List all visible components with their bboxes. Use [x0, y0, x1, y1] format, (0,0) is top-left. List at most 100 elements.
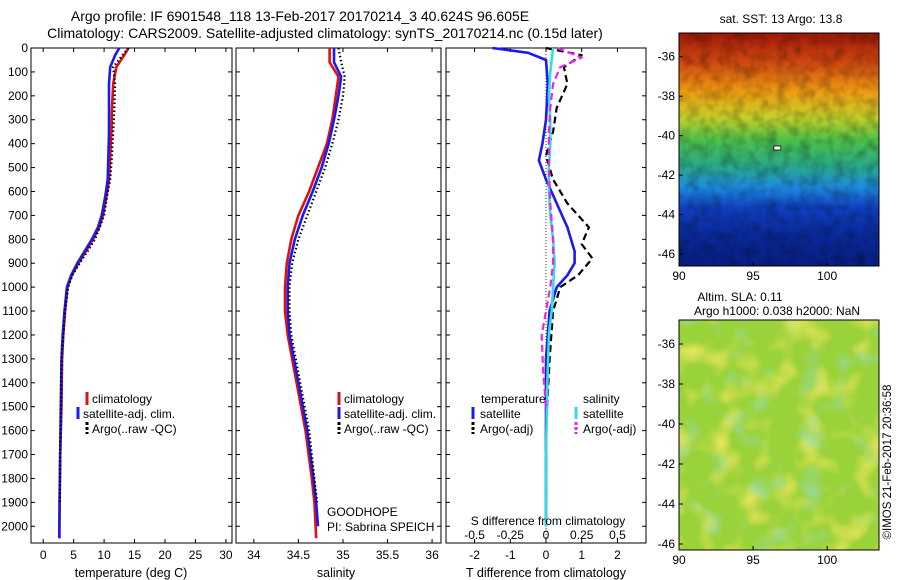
- legend-label-argo: Argo(..raw -QC): [344, 422, 429, 436]
- sst-map-title: sat. SST: 13 Argo: 13.8: [720, 12, 843, 26]
- lon-tick-label: 95: [746, 269, 760, 283]
- pi-label: PI: Sabrina SPEICH: [327, 520, 434, 534]
- depth-tick-label: 1800: [1, 471, 28, 485]
- lat-tick-label: -42: [658, 168, 676, 182]
- lon-tick-label: 90: [672, 553, 686, 567]
- depth-tick-label: 500: [8, 161, 28, 175]
- figure-title-line1: Argo profile: IF 6901548_118 13-Feb-2017…: [71, 8, 529, 24]
- x-tick-label: 20: [158, 548, 172, 562]
- difference-legend: temperature salinity satellite Argo(-adj…: [471, 392, 636, 436]
- lat-tick-label: -46: [658, 247, 676, 261]
- depth-tick-label: 600: [8, 184, 28, 198]
- legend-label-s-argo: Argo(-adj): [583, 422, 636, 436]
- legend-label-s-satellite: satellite: [583, 407, 624, 421]
- figure-title-line2: Climatology: CARS2009. Satellite-adjuste…: [47, 25, 603, 41]
- project-label: GOODHOPE: [327, 505, 398, 519]
- sla-axes-frame: [678, 319, 880, 551]
- depth-tick-label: 1400: [1, 376, 28, 390]
- x-tick-label: 0: [40, 548, 47, 562]
- depth-tick-label: 1700: [1, 448, 28, 462]
- depth-ticks: [446, 47, 646, 527]
- x-tick-label: 15: [128, 548, 142, 562]
- s-difference-label: S difference from climatology: [471, 514, 626, 528]
- depth-ticks: 0 100 200 300 400 500 600 700 800 900 1000 1100 1200…: [1, 41, 232, 533]
- depth-tick-label: 1900: [1, 495, 28, 509]
- s-tick-label: -0.5: [464, 528, 485, 542]
- temperature-legend: climatology satellite-adj. clim. Argo(..…: [76, 392, 177, 436]
- salinity-axes-frame: [235, 47, 442, 544]
- salinity-xlabel: salinity: [317, 566, 356, 580]
- x-tick-label: 34.5: [287, 548, 311, 562]
- argo-position-marker: [773, 145, 782, 151]
- legend-label-satellite: satellite-adj. clim.: [344, 407, 436, 421]
- depth-tick-label: 700: [8, 208, 28, 222]
- depth-tick-label: 1100: [2, 304, 28, 318]
- sst-map-panel: sat. SST: 13 Argo: 13.8: [658, 12, 880, 283]
- series-line-argo-raw-qc: [288, 47, 346, 503]
- x-tick-label: 36: [425, 548, 439, 562]
- depth-tick-label: 300: [8, 113, 28, 127]
- x-tick-label: 34: [247, 548, 261, 562]
- sla-field-lows: [679, 320, 879, 550]
- temperature-ticks: 0 5 10 15 20 25 30: [40, 48, 233, 562]
- x-tick-label: 0: [543, 548, 550, 562]
- legend-label-argo: Argo(..raw -QC): [92, 422, 177, 436]
- series-line-climatology: [58, 47, 130, 539]
- x-tick-label: 35.5: [376, 548, 400, 562]
- s-tick-label: -0.25: [497, 528, 525, 542]
- x-tick-label: -2: [469, 548, 480, 562]
- temperature-panel: 0100200300400500600700800900100011001200…: [1, 41, 233, 580]
- sst-map-ticks: 90 95 100 -36 -38 -40 -42 -44 -46: [658, 50, 838, 283]
- depth-tick-label: 0: [21, 41, 28, 55]
- lat-tick-label: -40: [658, 417, 676, 431]
- series-line-satellite-adj-clim: [286, 48, 343, 527]
- depth-tick-label: 1500: [1, 400, 28, 414]
- x-tick-label: 1: [578, 548, 585, 562]
- lat-tick-label: -38: [658, 377, 676, 391]
- depth-tick-label: 800: [8, 232, 28, 246]
- depth-tick-label: 1000: [1, 280, 28, 294]
- legend-label-t-satellite: satellite: [480, 407, 521, 421]
- s-tick-label: 0.25: [570, 528, 594, 542]
- lat-tick-label: -38: [658, 89, 676, 103]
- depth-tick-label: 200: [8, 89, 28, 103]
- t-difference-label: T difference from climatology: [466, 566, 627, 580]
- temperature-series: [58, 47, 130, 539]
- x-tick-label: 5: [70, 548, 77, 562]
- imos-timestamp: ©IMOS 21-Feb-2017 20:36:58: [882, 385, 894, 540]
- x-tick-label: 10: [97, 548, 111, 562]
- x-tick-label: 25: [189, 548, 203, 562]
- lat-tick-label: -44: [658, 497, 676, 511]
- x-tick-label: 2: [614, 548, 621, 562]
- depth-tick-label: 1600: [1, 424, 28, 438]
- salinity-legend: climatology satellite-adj. clim. Argo(..…: [337, 392, 436, 436]
- difference-series: [492, 46, 594, 527]
- lat-tick-label: -44: [658, 208, 676, 222]
- legend-title-salinity: salinity: [583, 392, 620, 406]
- lon-tick-label: 100: [817, 269, 837, 283]
- lon-tick-label: 100: [817, 553, 837, 567]
- lon-tick-label: 95: [746, 553, 760, 567]
- sla-map-title-line2: Argo h1000: 0.038 h2000: NaN: [694, 304, 860, 318]
- t-difference-ticks: -2 -1 0 1 2: [469, 48, 621, 562]
- s-tick-label: 0: [543, 528, 550, 542]
- depth-tick-label: 1200: [1, 328, 28, 342]
- lat-tick-label: -40: [658, 129, 676, 143]
- series-line-satellite-adj-clim: [58, 47, 121, 539]
- legend-label-climatology: climatology: [92, 392, 152, 406]
- salinity-series: [283, 47, 346, 539]
- sla-map-panel: Altim. SLA: 0.11 Argo h1000: 0.038 h2000…: [658, 290, 880, 567]
- depth-tick-label: 2000: [1, 519, 28, 533]
- sla-map-ticks: 90 95 100 -36 -38 -40 -42 -44 -46: [658, 337, 838, 567]
- legend-title-temperature: temperature: [481, 392, 546, 406]
- series-line-argo-adj: [544, 46, 594, 503]
- lon-tick-label: 90: [672, 269, 686, 283]
- argo-position-marker: [773, 145, 782, 151]
- s-difference-ticks: -0.5 -0.25 0 0.25 0.5: [464, 528, 626, 542]
- depth-ticks: [236, 47, 441, 527]
- temperature-axes-frame: [30, 47, 233, 544]
- lat-tick-label: -36: [658, 50, 676, 64]
- x-tick-label: -1: [505, 548, 516, 562]
- depth-tick-label: 100: [8, 65, 28, 79]
- x-tick-label: 30: [219, 548, 233, 562]
